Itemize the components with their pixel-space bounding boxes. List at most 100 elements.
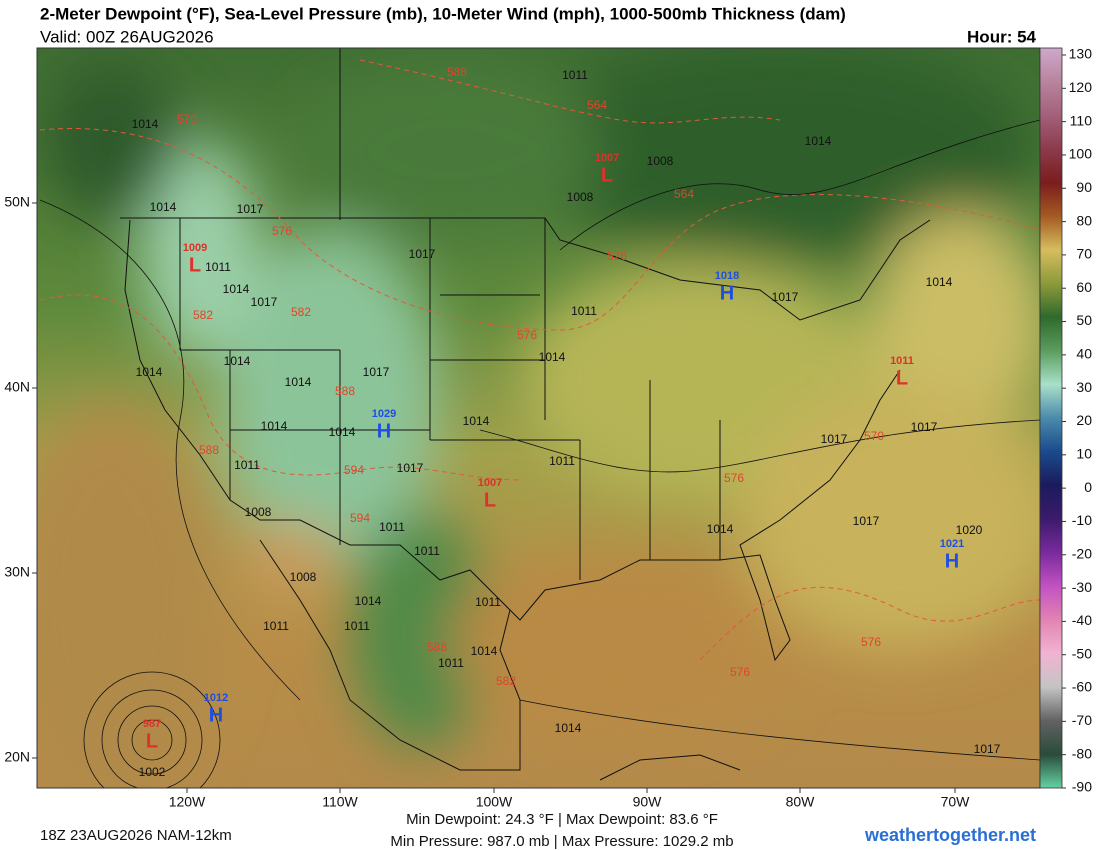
isobar-label: 1014 xyxy=(150,200,177,214)
lat-label: 20N xyxy=(4,749,30,765)
isobar-label: 1011 xyxy=(205,260,231,274)
isobar-label: 1014 xyxy=(539,350,566,364)
isobar-label: 1017 xyxy=(853,514,880,528)
colorbar-label: -90 xyxy=(1072,779,1092,795)
pressure-center: H xyxy=(945,550,959,572)
colorbar-label: -50 xyxy=(1072,645,1092,661)
pressure-value: 1021 xyxy=(940,538,964,550)
isobar-label: 1014 xyxy=(805,134,832,148)
pressure-value: 987 xyxy=(143,718,161,730)
lon-label: 110W xyxy=(322,794,358,810)
colorbar-label: 10 xyxy=(1076,446,1092,462)
thickness-label: 588 xyxy=(427,640,447,654)
thickness-label: 576 xyxy=(272,224,292,238)
colorbar-label: 130 xyxy=(1069,46,1093,62)
lat-label: 50N xyxy=(4,194,30,210)
colorbar-label: -20 xyxy=(1072,545,1092,561)
colorbar-label: -70 xyxy=(1072,712,1092,728)
colorbar-label: 40 xyxy=(1076,346,1092,362)
colorbar-label: 70 xyxy=(1076,246,1092,262)
pressure-center: L xyxy=(896,367,908,389)
isobar-label: 1011 xyxy=(234,458,260,472)
isobar-label: 1017 xyxy=(363,365,390,379)
isobar-label: 1008 xyxy=(245,505,272,519)
thickness-label: 582 xyxy=(496,674,516,688)
pressure-center: L xyxy=(146,730,158,752)
thickness-contours xyxy=(39,59,1040,661)
pressure-value: 1011 xyxy=(890,355,914,367)
site-credit: weathertogether.net xyxy=(864,825,1036,845)
isobar-label: 1014 xyxy=(471,644,498,658)
pressure-center: L xyxy=(189,254,201,276)
thickness-label: 588 xyxy=(335,384,355,398)
isobar-label: 1008 xyxy=(567,190,594,204)
isobar-label: 1017 xyxy=(397,461,424,475)
isobar-label: 1011 xyxy=(263,619,289,633)
colorbar-label: 120 xyxy=(1069,79,1093,95)
thickness-label: 588 xyxy=(447,65,467,79)
pressure-center: H xyxy=(720,282,734,304)
colorbar-label: 60 xyxy=(1076,279,1092,295)
colorbar xyxy=(1039,47,1063,789)
pressure-range: Min Pressure: 987.0 mb | Max Pressure: 1… xyxy=(390,833,733,850)
isobar-label: 1014 xyxy=(223,282,250,296)
labels: 1301201101009080706050403020100-10-20-30… xyxy=(4,46,1092,810)
isobar-label: 1014 xyxy=(132,117,159,131)
isobar-label: 1014 xyxy=(926,275,953,289)
isobars xyxy=(39,119,1040,788)
lon-label: 70W xyxy=(941,794,971,810)
isobar-label: 1014 xyxy=(355,594,382,608)
colorbar-label: -60 xyxy=(1072,679,1092,695)
dewpoint-range: Min Dewpoint: 24.3 °F | Max Dewpoint: 83… xyxy=(406,811,718,828)
thickness-label: 564 xyxy=(674,187,694,201)
colorbar-label: 50 xyxy=(1076,312,1092,328)
isobar-label: 1017 xyxy=(911,420,938,434)
isobar-label: 1017 xyxy=(251,295,278,309)
isobar-label: 1014 xyxy=(555,721,582,735)
pressure-value: 1029 xyxy=(372,408,396,420)
colorbar-label: 30 xyxy=(1076,379,1092,395)
colorbar-label: -40 xyxy=(1072,612,1092,628)
isobar-label: 1002 xyxy=(139,765,166,779)
colorbar-label: 90 xyxy=(1076,179,1092,195)
colorbar-label: 80 xyxy=(1076,212,1092,228)
pressure-value: 1009 xyxy=(183,242,207,254)
isobar-label: 1011 xyxy=(549,454,575,468)
isobar-label: 1017 xyxy=(237,202,264,216)
model-run: 18Z 23AUG2026 NAM-12km xyxy=(40,827,232,844)
isobar-label: 1011 xyxy=(562,68,588,82)
pressure-value: 1018 xyxy=(715,270,739,282)
thickness-label: 570 xyxy=(864,429,884,443)
field-shading xyxy=(37,48,1040,788)
map-field xyxy=(37,48,1040,788)
valid-time: Valid: 00Z 26AUG2026 xyxy=(40,27,214,46)
isobar-label: 1014 xyxy=(707,522,734,536)
lat-label: 30N xyxy=(4,564,30,580)
thickness-label: 594 xyxy=(344,463,364,477)
colorbar-label: 100 xyxy=(1069,146,1093,162)
isobar-label: 1020 xyxy=(956,523,983,537)
isobar-label: 1017 xyxy=(821,432,848,446)
isobar-label: 1014 xyxy=(224,354,251,368)
lat-label: 40N xyxy=(4,379,30,395)
lon-label: 100W xyxy=(476,794,513,810)
isobar-label: 1014 xyxy=(463,414,490,428)
thickness-label: 576 xyxy=(724,471,744,485)
thickness-label: 576 xyxy=(861,635,881,649)
isobar-label: 1011 xyxy=(475,595,501,609)
colorbar-label: 110 xyxy=(1070,112,1093,128)
thickness-label: 576 xyxy=(607,249,627,263)
colorbar-label: 20 xyxy=(1076,412,1092,428)
pressure-center: H xyxy=(209,704,223,726)
isobar-label: 1011 xyxy=(414,544,440,558)
colorbar-label: -10 xyxy=(1072,512,1092,528)
isobar-label: 1008 xyxy=(647,154,674,168)
thickness-label: 594 xyxy=(350,511,370,525)
isobar-label: 1014 xyxy=(285,375,312,389)
isobar-label: 1017 xyxy=(409,247,436,261)
isobar-label: 1017 xyxy=(772,290,799,304)
isobar-label: 1011 xyxy=(344,619,370,633)
colorbar-label: -80 xyxy=(1072,745,1092,761)
forecast-hour: Hour: 54 xyxy=(967,27,1037,46)
